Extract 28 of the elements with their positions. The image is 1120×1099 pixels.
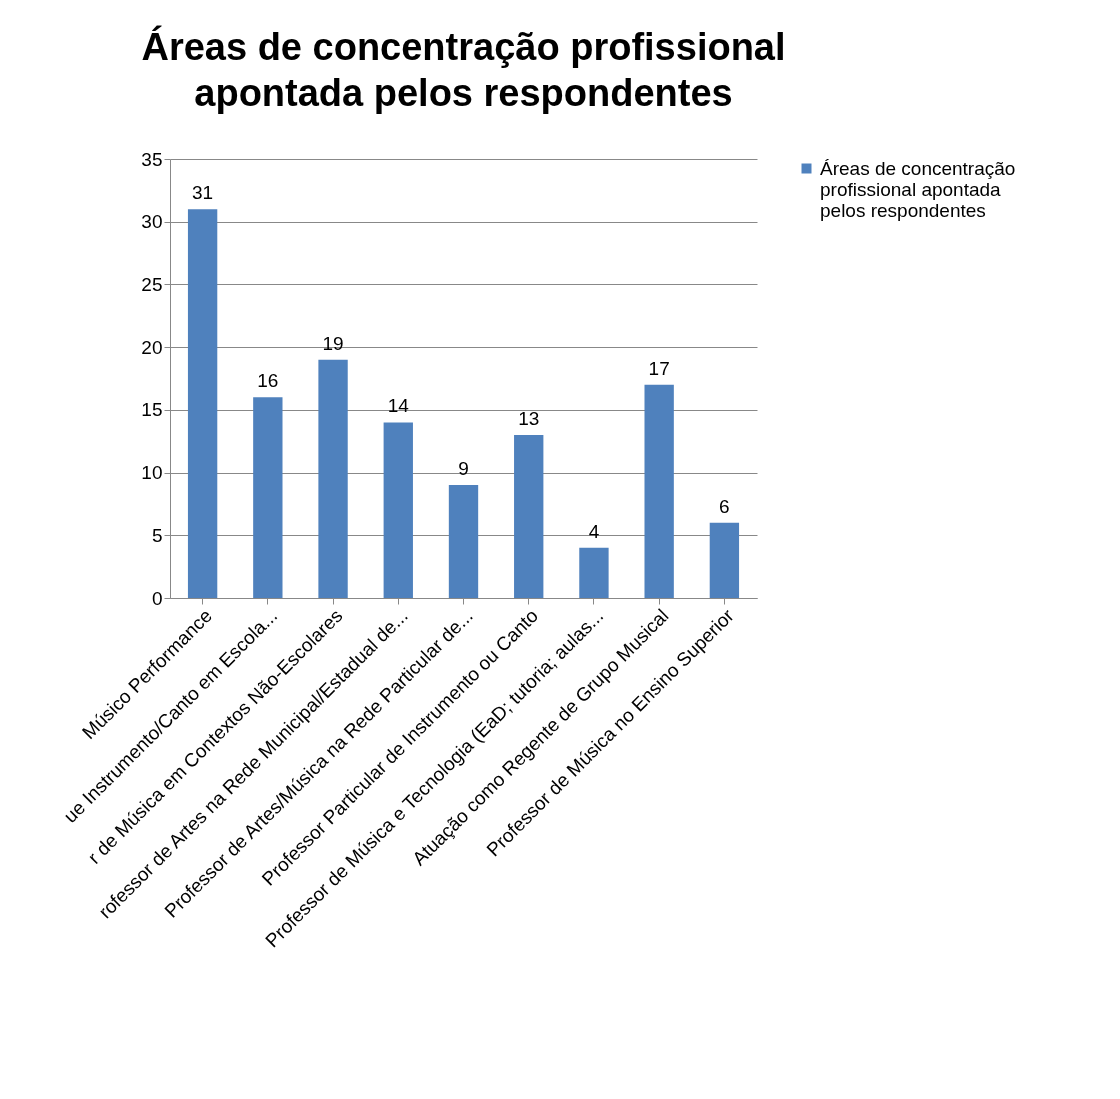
y-tick-label: 15 [141,399,163,421]
data-label: 4 [588,520,600,542]
bar [579,547,609,598]
bar [187,209,218,598]
data-label: 19 [322,332,344,354]
data-label: 16 [257,370,279,392]
y-tick-label: 10 [141,462,163,484]
data-label: 6 [719,495,730,517]
y-tick-label: 30 [141,211,163,233]
data-label: 14 [387,395,410,417]
data-label: 17 [648,357,670,379]
legend-label: Áreas de concentração profissional apontada pelos respondentes [820,157,1016,221]
bar [709,522,740,598]
bar [644,384,674,598]
bar [383,422,413,598]
bar [514,434,544,598]
y-tick-label: 25 [141,273,163,295]
y-tick-label: 35 [141,148,163,170]
y-tick-label: 5 [151,524,163,546]
bar [318,359,348,598]
y-tick-label: 20 [141,336,163,358]
bar [253,397,283,598]
bar [448,485,479,598]
data-label: 9 [458,458,469,480]
chart-title: Áreas de concentração profissional apontada pelos respondentes [141,25,786,114]
data-label: 31 [192,182,214,204]
data-label: 13 [518,407,540,429]
y-tick-label: 0 [151,587,163,609]
